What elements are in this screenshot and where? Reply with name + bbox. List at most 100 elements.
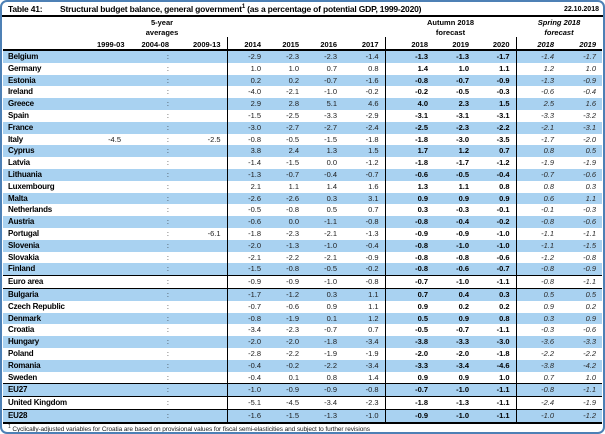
value-cell: -4.5 [108, 134, 121, 144]
country-label: Italy [8, 134, 24, 144]
value-cell [97, 98, 127, 110]
value-cell: -2.0 [226, 336, 268, 348]
value-cell: -1.3 [434, 396, 476, 410]
table-row: Denmark: -0.8 -1.9 0.1 1.2 0.5 0.9 0.8 0.3 0.9 [3, 312, 603, 325]
value-cell [175, 263, 228, 276]
value-cell: 0.9 [560, 312, 603, 325]
value-cell: -1.0 [434, 239, 476, 252]
value-cell [175, 63, 227, 75]
value-cell [175, 157, 227, 169]
value-cell [97, 396, 127, 410]
country-label: Spain [8, 110, 29, 120]
value-cell: : [127, 50, 175, 63]
table-row: Slovakia: -2.1 -2.2 -2.1 -0.9 -0.8 -0.8 -0.6 -1.… [3, 251, 602, 264]
value-cell: -0.8 [515, 263, 561, 276]
value-cell: -1.1 [475, 408, 517, 424]
value-cell: : [166, 158, 169, 168]
value-cell: -2.3 [286, 228, 300, 238]
value-cell: -0.9 [365, 252, 379, 262]
value-cell: 0.8 [475, 312, 517, 325]
value-cell: -0.5 [305, 263, 344, 276]
country-label: Netherlands [8, 205, 53, 215]
table-row: Euro area: -0.9 -0.9 -1.0 -0.8 -0.7 -1.0 -1.1 -0… [3, 275, 603, 289]
value-cell: -1.2 [496, 158, 510, 168]
value-cell: -6.1 [207, 228, 221, 238]
value-cell: -1.8 [496, 348, 510, 358]
value-cell: -0.7 [515, 168, 561, 181]
value-cell: : [127, 312, 175, 325]
value-cell: 0.7 [515, 371, 561, 384]
value-cell: : [166, 87, 169, 97]
value-cell: 0.9 [384, 192, 435, 205]
value-cell: -3.0 [456, 134, 470, 144]
group-averages-line1: 5-year [149, 18, 175, 27]
value-cell: -3.8 [515, 359, 561, 372]
value-cell [97, 228, 127, 240]
value-cell: -0.6 [384, 168, 435, 181]
value-cell: -1.9 [365, 348, 379, 358]
value-cell: : [127, 74, 175, 87]
value-cell [97, 86, 127, 98]
value-cell [97, 50, 127, 63]
value-cell: : [127, 359, 175, 372]
value-cell: 0.9 [515, 300, 561, 313]
value-cell: -3.4 [343, 336, 386, 348]
value-cell: -2.4 [343, 121, 386, 134]
value-cell: 1.0 [288, 63, 300, 73]
value-cell: -0.8 [343, 216, 386, 228]
value-cell: -1.9 [583, 158, 597, 168]
value-cell: 1.0 [499, 372, 510, 382]
value-cell [175, 121, 228, 134]
value-cell: -0.9 [456, 228, 470, 238]
value-cell: -0.9 [305, 383, 344, 397]
year-header: 1999-03 [97, 37, 127, 51]
value-cell: 1.3 [384, 180, 435, 193]
value-cell: -1.1 [475, 396, 517, 410]
table-row: United Kingdom: -5.1 -4.5 -3.4 -2.3 -1.8 -1.3-… [3, 396, 603, 410]
value-cell: -0.8 [515, 216, 561, 228]
value-cell: -2.3 [286, 325, 300, 335]
value-cell: : [127, 239, 175, 252]
group-header-row-1: 5-year Autumn 2018 Spring 2018 [3, 17, 602, 27]
value-cell: -0.9 [384, 408, 435, 424]
value-cell: 0.3 [515, 312, 561, 325]
group-header-row-2: averages forecast forecast [3, 27, 602, 37]
country-label: Hungary [3, 336, 97, 348]
value-cell: : [166, 372, 169, 382]
country-label: Latvia [8, 158, 30, 168]
value-cell [175, 275, 228, 289]
value-cell: -1.1 [583, 228, 597, 238]
table-row: Germany: 1.0 1.0 0.7 0.8 1.4 1.0 1.1 1.2 1.0 [3, 62, 602, 75]
value-cell: -1.2 [560, 408, 603, 424]
value-cell: -0.7 [456, 325, 470, 335]
value-cell: 1.1 [560, 192, 603, 205]
value-cell: -2.0 [583, 134, 597, 144]
value-cell [97, 312, 127, 325]
value-cell: 0.8 [515, 180, 561, 193]
table-row: Latvia: -1.4 -1.5 0.0 -1.2 -1.8 -1.7 -1.2 -1.9 -1… [3, 157, 602, 169]
value-cell: 1.2 [515, 62, 561, 75]
value-cell: 1.1 [458, 181, 470, 191]
table-row: Estonia:0.2 0.2 -0.7 -1.6 -0.8 -0.7 -0.9 -1.3 -0… [3, 74, 603, 87]
value-cell: -2.3 [434, 121, 476, 134]
value-cell: -1.3 [434, 50, 476, 63]
year-header: 2018 [515, 37, 561, 51]
value-cell [97, 301, 127, 313]
value-cell [97, 359, 127, 372]
value-cell: -3.1 [384, 109, 435, 122]
value-cell: -1.0 [434, 408, 476, 424]
value-cell: 0.1 [288, 372, 300, 382]
value-cell [175, 216, 228, 228]
value-cell [97, 408, 127, 424]
country-label: Czech Republic [8, 301, 65, 311]
value-cell: -1.5 [226, 263, 268, 276]
value-cell: -0.7 [475, 263, 517, 276]
country-label: Ireland [8, 87, 33, 97]
value-cell [175, 408, 228, 424]
group-autumn-line1: Autumn 2018 [426, 18, 475, 27]
value-cell: -4.0 [226, 86, 268, 99]
value-cell: -1.4 [226, 157, 268, 169]
value-cell [175, 110, 227, 122]
value-cell: 0.8 [515, 145, 561, 158]
value-cell [175, 324, 227, 336]
